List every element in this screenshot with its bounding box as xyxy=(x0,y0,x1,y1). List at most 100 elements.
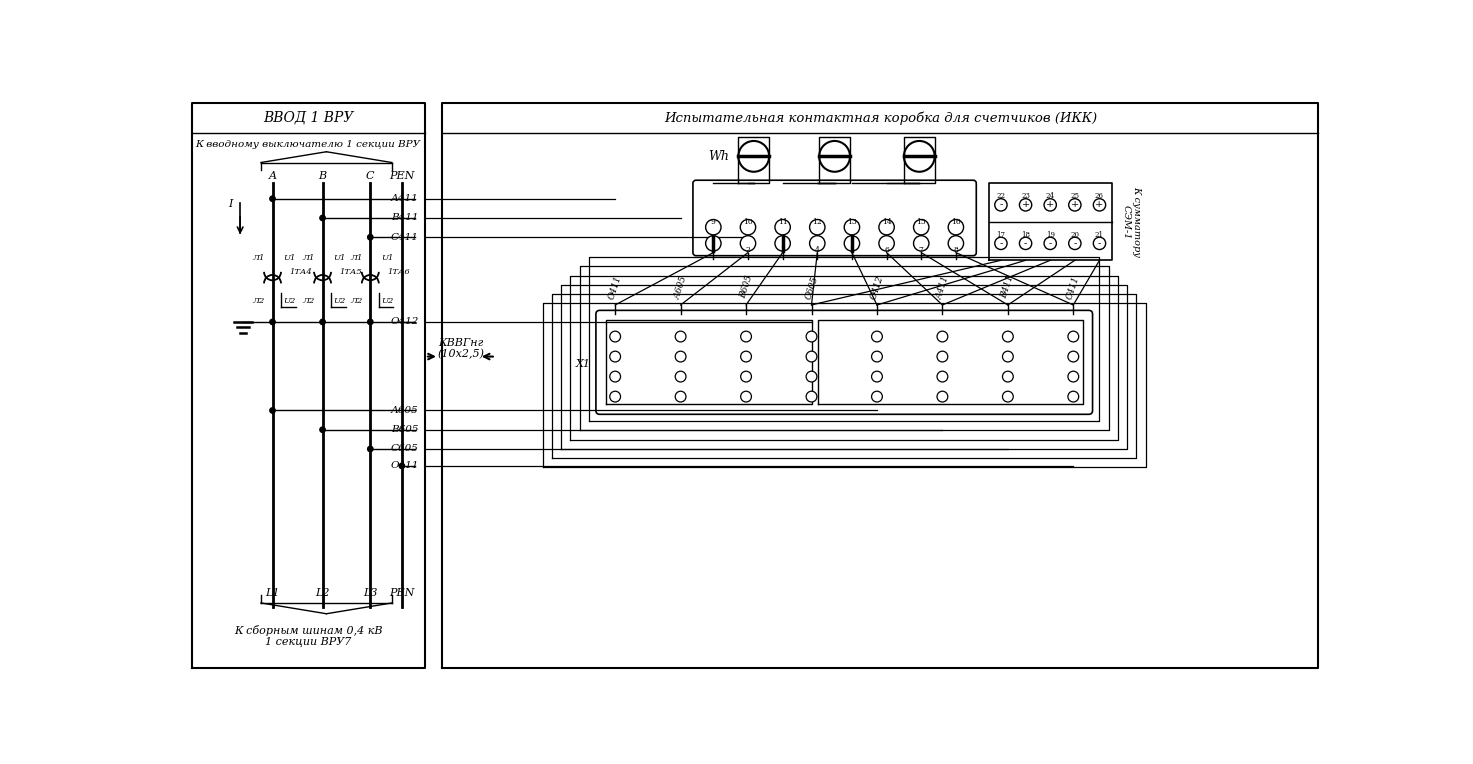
Text: О412: О412 xyxy=(390,317,418,326)
Text: U1: U1 xyxy=(382,254,393,262)
Text: А605: А605 xyxy=(390,406,418,415)
Text: +: + xyxy=(1096,200,1103,209)
Circle shape xyxy=(610,351,620,362)
Text: 7: 7 xyxy=(919,246,924,254)
Text: 9: 9 xyxy=(711,218,716,226)
Circle shape xyxy=(706,219,720,235)
Circle shape xyxy=(994,237,1008,250)
Text: 2: 2 xyxy=(745,246,750,254)
Text: +: + xyxy=(1046,200,1055,209)
Text: PEN: PEN xyxy=(389,588,414,598)
Text: О412: О412 xyxy=(869,274,885,300)
Text: В605: В605 xyxy=(738,274,754,300)
Circle shape xyxy=(270,319,275,325)
Circle shape xyxy=(937,351,947,362)
Text: -: - xyxy=(1074,239,1077,248)
Text: 22: 22 xyxy=(996,193,1006,200)
Text: 1: 1 xyxy=(711,246,716,254)
Circle shape xyxy=(741,235,756,251)
Text: 5: 5 xyxy=(850,246,854,254)
Text: PEN: PEN xyxy=(389,170,414,180)
Circle shape xyxy=(675,371,686,382)
Text: С605: С605 xyxy=(390,445,418,454)
Text: С605: С605 xyxy=(803,274,819,300)
Circle shape xyxy=(1068,391,1078,402)
Circle shape xyxy=(913,235,929,251)
Text: О411: О411 xyxy=(607,274,623,300)
Circle shape xyxy=(1003,331,1013,342)
Circle shape xyxy=(913,219,929,235)
Text: КВВГнг: КВВГнг xyxy=(439,338,483,348)
Text: 21: 21 xyxy=(1094,231,1103,239)
Text: Л1: Л1 xyxy=(351,254,362,262)
Text: U2: U2 xyxy=(333,297,346,305)
Text: (10х2,5): (10х2,5) xyxy=(437,349,485,359)
Circle shape xyxy=(368,446,373,452)
Text: Wh: Wh xyxy=(709,150,729,163)
Circle shape xyxy=(399,463,405,468)
Text: Л2: Л2 xyxy=(302,297,315,305)
Circle shape xyxy=(741,351,751,362)
Text: +: + xyxy=(1021,200,1030,209)
Circle shape xyxy=(1068,351,1078,362)
Circle shape xyxy=(810,235,825,251)
Text: I: I xyxy=(228,199,233,209)
Text: 4: 4 xyxy=(815,246,819,254)
Circle shape xyxy=(675,391,686,402)
Text: 14: 14 xyxy=(882,218,891,226)
Circle shape xyxy=(1093,237,1106,250)
Circle shape xyxy=(1069,237,1081,250)
Circle shape xyxy=(872,331,882,342)
Circle shape xyxy=(1093,199,1106,211)
Circle shape xyxy=(1044,237,1056,250)
Circle shape xyxy=(879,219,894,235)
Circle shape xyxy=(806,391,818,402)
Circle shape xyxy=(937,391,947,402)
Text: С411: С411 xyxy=(390,233,418,241)
Text: U2: U2 xyxy=(283,297,296,305)
Circle shape xyxy=(810,219,825,235)
Text: С411: С411 xyxy=(1065,274,1081,300)
Circle shape xyxy=(844,219,860,235)
Text: 19: 19 xyxy=(1046,231,1055,239)
Text: 6: 6 xyxy=(884,246,890,254)
Text: 20: 20 xyxy=(1071,231,1080,239)
Text: 26: 26 xyxy=(1094,193,1103,200)
Text: L3: L3 xyxy=(362,588,377,598)
Circle shape xyxy=(610,331,620,342)
Text: Испытательная контактная коробка для счетчиков (ИКК): Испытательная контактная коробка для сче… xyxy=(664,111,1097,125)
Text: L1: L1 xyxy=(265,588,280,598)
Circle shape xyxy=(806,371,818,382)
Text: 11: 11 xyxy=(778,218,788,226)
Text: К сумматору
СЭМ-1: К сумматору СЭМ-1 xyxy=(1121,186,1140,257)
Circle shape xyxy=(320,427,326,432)
Circle shape xyxy=(1044,199,1056,211)
Circle shape xyxy=(775,235,791,251)
Text: К вводному выключателю 1 секции ВРУ: К вводному выключателю 1 секции ВРУ xyxy=(196,141,420,149)
Circle shape xyxy=(320,319,326,325)
Circle shape xyxy=(675,351,686,362)
Circle shape xyxy=(1069,199,1081,211)
Circle shape xyxy=(844,235,860,251)
Circle shape xyxy=(806,331,818,342)
Circle shape xyxy=(1068,371,1078,382)
Circle shape xyxy=(775,219,791,235)
Circle shape xyxy=(872,391,882,402)
Circle shape xyxy=(1003,391,1013,402)
Text: А411: А411 xyxy=(934,274,950,300)
Text: 8: 8 xyxy=(953,246,959,254)
Circle shape xyxy=(741,331,751,342)
Circle shape xyxy=(610,371,620,382)
Circle shape xyxy=(1019,237,1031,250)
Text: L2: L2 xyxy=(315,588,330,598)
Text: 25: 25 xyxy=(1071,193,1080,200)
Text: 3: 3 xyxy=(781,246,785,254)
Circle shape xyxy=(741,371,751,382)
Circle shape xyxy=(1003,351,1013,362)
Circle shape xyxy=(270,408,275,413)
Circle shape xyxy=(872,351,882,362)
Text: +: + xyxy=(1071,200,1078,209)
Text: В605: В605 xyxy=(392,426,418,434)
Circle shape xyxy=(368,235,373,240)
Text: О411: О411 xyxy=(390,461,418,471)
